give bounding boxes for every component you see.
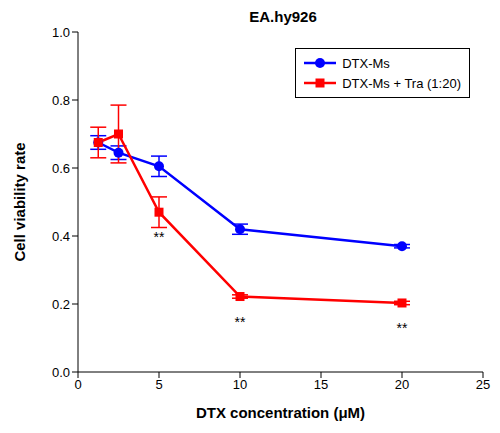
svg-text:**: ** xyxy=(154,229,165,245)
svg-text:10: 10 xyxy=(233,377,247,392)
svg-text:25: 25 xyxy=(476,377,490,392)
svg-text:0.4: 0.4 xyxy=(52,229,70,244)
svg-text:20: 20 xyxy=(395,377,409,392)
svg-text:**: ** xyxy=(397,320,408,336)
svg-text:DTX concentration (μM): DTX concentration (μM) xyxy=(196,404,365,421)
html-text:DTX-Ms: DTX-Ms xyxy=(342,55,390,71)
svg-text:1.0: 1.0 xyxy=(52,25,70,40)
svg-text:0.2: 0.2 xyxy=(52,297,70,312)
svg-text:0.6: 0.6 xyxy=(52,161,70,176)
html-text:EA.hy926: EA.hy926 xyxy=(249,8,317,25)
svg-text:Cell viability rate: Cell viability rate xyxy=(11,142,28,261)
html-text:DTX-Ms + Tra (1:20): DTX-Ms + Tra (1:20) xyxy=(342,75,461,91)
svg-text:0.0: 0.0 xyxy=(52,365,70,380)
svg-text:0: 0 xyxy=(74,377,81,392)
svg-text:0.8: 0.8 xyxy=(52,93,70,108)
svg-text:5: 5 xyxy=(155,377,162,392)
svg-text:15: 15 xyxy=(314,377,328,392)
svg-text:**: ** xyxy=(235,314,246,330)
